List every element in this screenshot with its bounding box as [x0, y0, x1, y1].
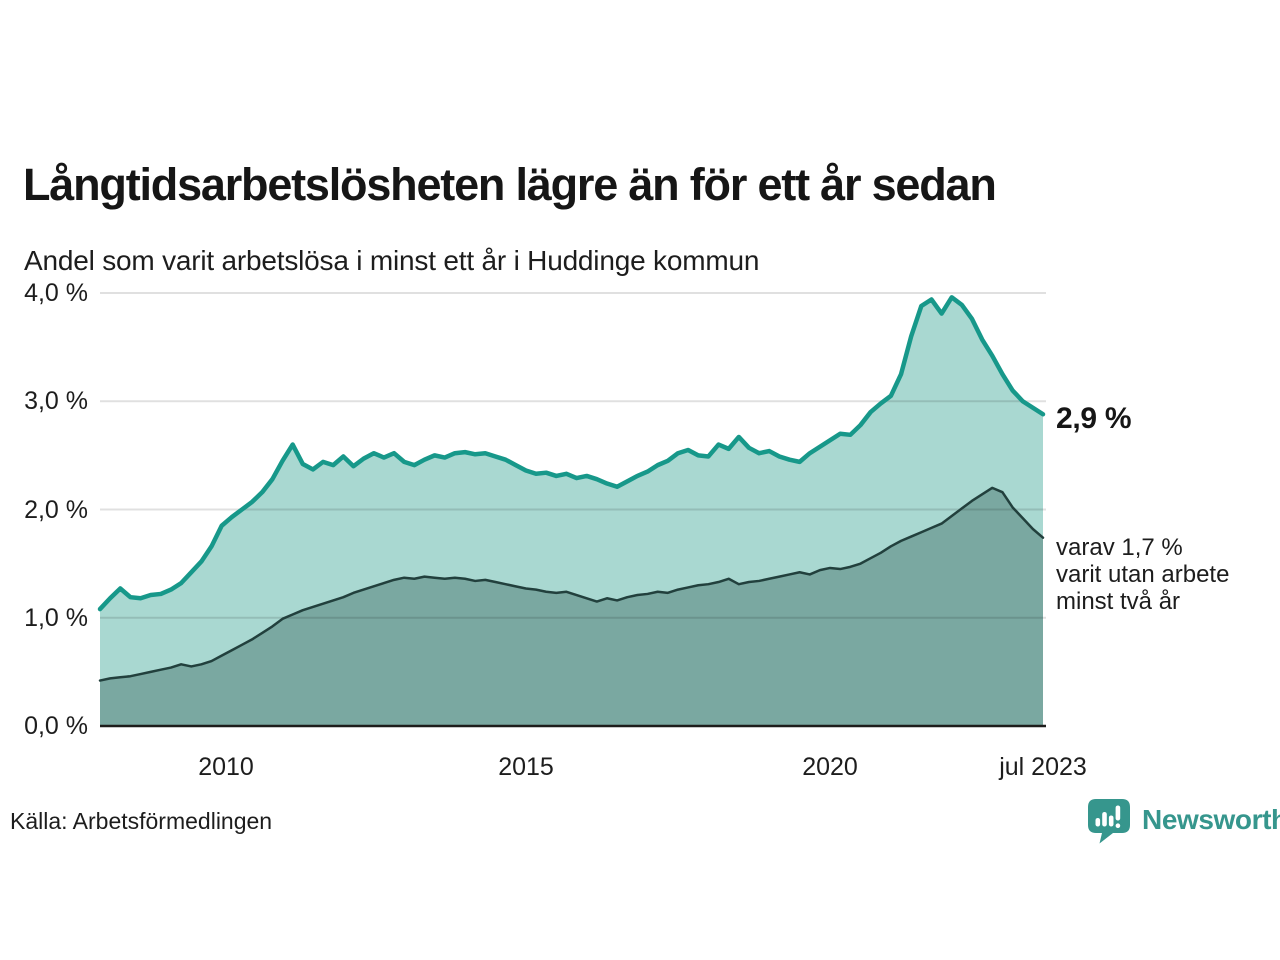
newsworthy-logo-icon — [1088, 798, 1130, 843]
y-axis-tick-label: 3,0 % — [24, 387, 88, 415]
y-axis-tick-label: 0,0 % — [24, 712, 88, 740]
y-axis-tick-label: 1,0 % — [24, 604, 88, 632]
newsworthy-wordmark: Newsworthy — [1142, 804, 1280, 835]
source-label: Källa: Arbetsförmedlingen — [10, 808, 273, 834]
chart-subtitle: Andel som varit arbetslösa i minst ett å… — [24, 245, 760, 276]
chart-title: Långtidsarbetslösheten lägre än för ett … — [23, 159, 997, 211]
secondary-series-annotation: varav 1,7 % varit utan arbete minst två … — [1056, 534, 1230, 615]
latest-value-label: 2,9 % — [1056, 402, 1132, 435]
area-chart — [97, 292, 1046, 728]
x-axis-tick-label: jul 2023 — [999, 753, 1087, 781]
newsworthy-logo[interactable]: Newsworthy — [1086, 796, 1280, 844]
x-axis-tick-label: 2010 — [198, 753, 254, 781]
x-axis-tick-label: 2015 — [498, 753, 554, 781]
x-axis-tick-label: 2020 — [802, 753, 858, 781]
y-axis-tick-label: 4,0 % — [24, 279, 88, 307]
y-axis-tick-label: 2,0 % — [24, 496, 88, 524]
